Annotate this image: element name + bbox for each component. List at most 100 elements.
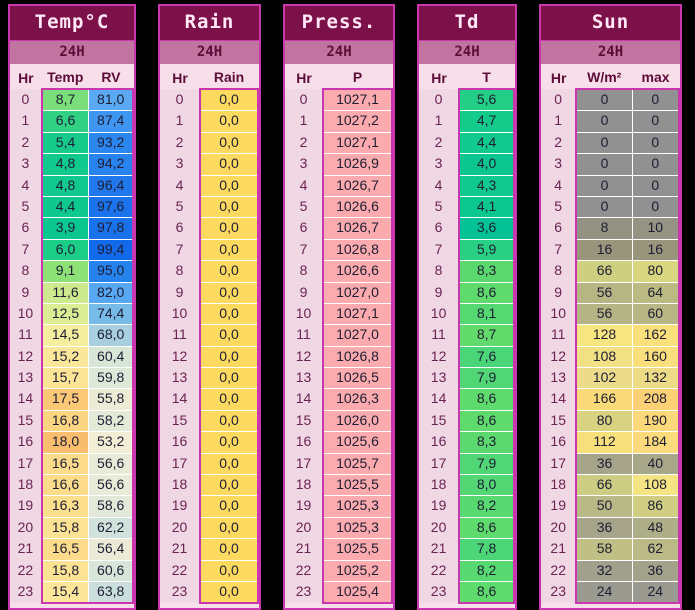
cell-hour: 23 [285,581,324,604]
cell-temp-1: 94,2 [88,153,135,176]
cell-temp-0: 12,5 [40,302,90,326]
table-row: 3 4,0 [419,153,515,176]
cell-hour: 16 [419,431,460,454]
cell-hour: 3 [419,153,460,176]
table-row: 8 66 80 [541,260,680,283]
cell-sun-1: 40 [631,452,680,476]
table-sun: Hr W/m² max 0 0 0 1 0 0 2 0 0 3 0 0 4 0 0 5 0 0 6 8 10 7 16 16 8 66 8… [541,67,680,605]
table-row: 5 4,4 97,6 [10,195,135,219]
cell-td-0: 4,1 [458,195,515,219]
table-row: 23 1025,4 [285,580,393,605]
cell-press-0: 1025,3 [322,516,393,540]
cell-hour: 10 [285,303,324,325]
cell-td-0: 5,9 [458,238,515,262]
table-row: 19 50 86 [541,495,680,518]
cell-sun-0: 50 [575,495,633,518]
cell-temp-1: 56,4 [88,538,135,561]
cell-press-0: 1026,7 [322,174,393,197]
table-row: 12 7,6 [419,345,515,369]
cell-td-0: 8,3 [458,260,515,283]
cell-sun-0: 56 [575,281,633,304]
column-header-rain-0: Hr [160,67,201,89]
cell-temp-1: 97,6 [88,195,135,219]
table-row: 11 128 162 [541,324,680,347]
cell-hour: 14 [10,388,42,411]
cell-hour: 2 [10,132,42,154]
cell-temp-1: 60,4 [88,345,135,369]
cell-temp-0: 8,7 [40,88,90,112]
table-row: 11 14,5 68,0 [10,324,135,347]
cell-rain-0: 0,0 [199,345,259,369]
cell-hour: 17 [10,453,42,475]
cell-hour: 4 [160,175,201,197]
table-row: 4 1026,7 [285,174,393,197]
cell-rain-0: 0,0 [199,302,259,326]
cell-hour: 20 [10,517,42,539]
cell-hour: 8 [160,260,201,283]
cell-rain-0: 0,0 [199,495,259,518]
table-row: 0 1027,1 [285,88,393,112]
panel-range-temp: 24H [10,41,134,64]
cell-sun-1: 0 [631,153,680,176]
cell-td-0: 5,6 [458,88,515,112]
cell-hour: 16 [285,431,324,454]
cell-rain-0: 0,0 [199,131,259,155]
cell-hour: 21 [160,538,201,561]
cell-hour: 22 [419,560,460,582]
cell-hour: 11 [10,324,42,347]
table-row: 18 8,0 [419,474,515,497]
cell-sun-1: 64 [631,281,680,304]
table-row: 7 16 16 [541,238,680,262]
table-row: 14 17,5 55,8 [10,388,135,411]
cell-hour: 13 [10,367,42,389]
cell-td-0: 7,8 [458,538,515,561]
cell-hour: 19 [541,495,577,518]
cell-td-0: 8,6 [458,516,515,540]
cell-temp-1: 56,6 [88,474,135,497]
table-row: 3 0,0 [160,153,259,176]
column-header-td-0: Hr [419,67,460,89]
cell-hour: 0 [419,89,460,111]
table-row: 17 0,0 [160,452,259,476]
cell-hour: 6 [10,217,42,240]
table-row: 15 16,8 58,2 [10,409,135,433]
cell-hour: 20 [541,517,577,539]
table-row: 12 1026,8 [285,345,393,369]
panel-body-td: Hr T 0 5,6 1 4,7 2 4,4 3 4,0 4 4,3 5 4,1 6 3,6 7 5,9 8 8,3 9… [419,64,515,609]
cell-sun-1: 62 [631,538,680,561]
cell-hour: 10 [10,303,42,325]
cell-sun-0: 0 [575,153,633,176]
cell-hour: 0 [541,89,577,111]
cell-td-0: 7,9 [458,452,515,476]
cell-hour: 15 [419,410,460,432]
table-row: 22 32 36 [541,559,680,582]
table-row: 2 4,4 [419,131,515,155]
cell-press-0: 1027,0 [322,281,393,304]
cell-hour: 22 [541,560,577,582]
cell-hour: 21 [10,538,42,561]
cell-hour: 19 [419,495,460,518]
cell-temp-0: 3,9 [40,217,90,240]
cell-hour: 8 [285,260,324,283]
table-row: 23 0,0 [160,580,259,605]
table-row: 20 8,6 [419,516,515,540]
panel-body-press: Hr P 0 1027,1 1 1027,2 2 1027,1 3 1026,9 4 1026,7 5 1… [285,64,393,609]
cell-hour: 19 [160,495,201,518]
cell-hour: 1 [10,110,42,133]
cell-temp-1: 99,4 [88,238,135,262]
table-row: 15 0,0 [160,409,259,433]
cell-hour: 4 [10,175,42,197]
cell-press-0: 1026,3 [322,388,393,411]
cell-hour: 4 [285,175,324,197]
cell-temp-0: 15,7 [40,367,90,390]
table-row: 10 1027,1 [285,302,393,326]
cell-temp-0: 16,6 [40,474,90,497]
cell-sun-1: 184 [631,431,680,454]
cell-hour: 21 [419,538,460,561]
table-row: 21 16,5 56,4 [10,538,135,561]
cell-hour: 17 [160,453,201,475]
panel-title-sun: Sun [541,6,680,41]
cell-td-0: 4,4 [458,131,515,155]
